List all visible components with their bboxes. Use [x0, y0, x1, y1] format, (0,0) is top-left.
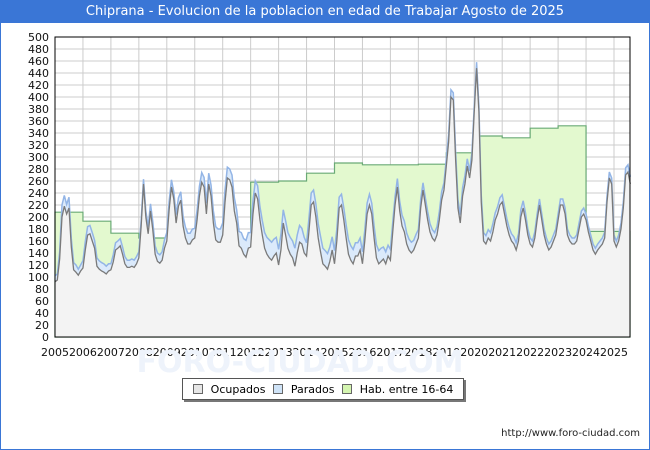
y-tick-label: 500 — [28, 31, 49, 44]
y-tick-label: 120 — [28, 259, 49, 272]
y-tick-label: 80 — [35, 283, 49, 296]
y-tick-label: 60 — [35, 295, 49, 308]
plot-border — [54, 36, 631, 338]
x-tick-label: 2007 — [97, 346, 125, 359]
x-tick-label: 2021 — [488, 346, 516, 359]
x-tick-label: 2012 — [237, 346, 265, 359]
legend-label-ocupados: Ocupados — [210, 382, 266, 396]
x-tick-label: 2020 — [460, 346, 488, 359]
y-tick-label: 280 — [28, 163, 49, 176]
y-tick-label: 140 — [28, 247, 49, 260]
x-tick-label: 2014 — [293, 346, 321, 359]
y-tick-label: 180 — [28, 223, 49, 236]
x-tick-label: 2009 — [153, 346, 181, 359]
x-tick-label: 2018 — [404, 346, 432, 359]
habitantes-swatch-icon — [341, 384, 352, 394]
x-tick-label: 2008 — [125, 346, 153, 359]
y-tick-label: 20 — [35, 319, 49, 332]
watermark: FORO-CIUDAD.COM — [137, 345, 464, 380]
legend-item-habitantes: Hab. entre 16-64 — [341, 382, 454, 396]
x-tick-label: 2023 — [544, 346, 572, 359]
x-tick-label: 2022 — [516, 346, 544, 359]
ocupados-line — [54, 68, 631, 283]
x-tick-label: 2006 — [69, 346, 97, 359]
y-tick-label: 440 — [28, 67, 49, 80]
y-tick-label: 360 — [28, 115, 49, 128]
chart-legend: Ocupados Parados Hab. entre 16-64 — [182, 378, 464, 400]
legend-label-habitantes: Hab. entre 16-64 — [359, 382, 454, 396]
y-tick-label: 340 — [28, 127, 49, 140]
y-tick-label: 160 — [28, 235, 49, 248]
chart-title: Chiprana - Evolucion de la poblacion en … — [0, 0, 650, 23]
y-tick-label: 260 — [28, 175, 49, 188]
x-tick-label: 2010 — [181, 346, 209, 359]
y-tick-label: 480 — [28, 43, 49, 56]
ocupados-swatch-icon — [192, 384, 203, 394]
legend-item-ocupados: Ocupados — [192, 382, 266, 396]
y-tick-label: 400 — [28, 91, 49, 104]
parados-swatch-icon — [272, 384, 283, 394]
y-tick-label: 460 — [28, 55, 49, 68]
x-tick-label: 2011 — [209, 346, 237, 359]
x-tick-label: 2025 — [600, 346, 628, 359]
x-tick-label: 2015 — [321, 346, 349, 359]
parados-line — [54, 62, 632, 277]
y-tick-label: 220 — [28, 199, 49, 212]
y-tick-label: 420 — [28, 79, 49, 92]
x-tick-label: 2016 — [348, 346, 376, 359]
y-tick-label: 320 — [28, 139, 49, 152]
x-tick-label: 2017 — [376, 346, 404, 359]
source-url: http://www.foro-ciudad.com — [501, 428, 640, 439]
y-tick-label: 300 — [28, 151, 49, 164]
x-tick-label: 2024 — [572, 346, 600, 359]
y-tick-label: 240 — [28, 187, 49, 200]
x-tick-label: 2013 — [265, 346, 293, 359]
ocupados-area — [55, 68, 631, 337]
x-tick-label: 2019 — [432, 346, 460, 359]
x-tick-label: 2005 — [41, 346, 69, 359]
y-tick-label: 100 — [28, 271, 49, 284]
legend-item-parados: Parados — [272, 382, 335, 396]
y-tick-label: 200 — [28, 211, 49, 224]
y-tick-label: 40 — [35, 307, 49, 320]
legend-label-parados: Parados — [290, 382, 335, 396]
y-tick-label: 380 — [28, 103, 49, 116]
y-tick-label: 0 — [42, 331, 49, 344]
